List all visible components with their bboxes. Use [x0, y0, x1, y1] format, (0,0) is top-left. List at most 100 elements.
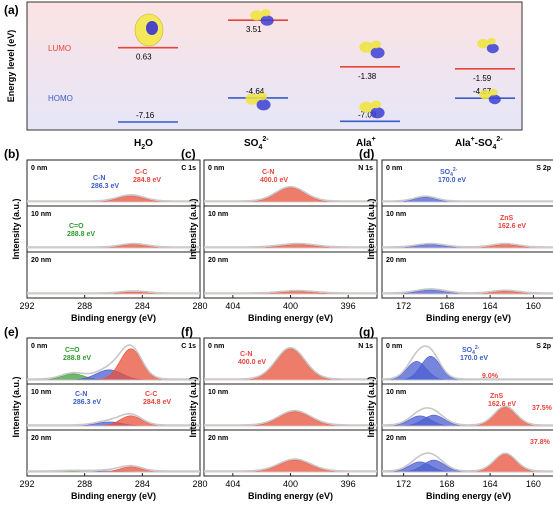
envelope-curve — [27, 242, 200, 248]
peak-annotation-energy: 284.8 eV — [133, 177, 161, 184]
annotation-text: 37.8% — [530, 439, 551, 446]
envelope-curve — [204, 458, 377, 472]
panel-label: (g) — [359, 325, 374, 339]
core-level-label: C 1s — [181, 165, 196, 172]
peak-annotation: C-N — [75, 391, 87, 398]
peak-annotation: 9.0% — [482, 373, 499, 380]
annotation-text: C-N — [262, 169, 274, 176]
so4-homo-orbital-lobe-yellow — [245, 93, 260, 105]
depth-label: 20 nm — [208, 257, 228, 264]
annotation-text: C=O — [65, 347, 80, 354]
label-superscript: + — [372, 136, 376, 143]
energy-value-label: -7.09 — [358, 110, 377, 119]
envelope-curve — [382, 195, 553, 202]
x-tick-label: 284 — [135, 301, 150, 311]
peak-annotation: C-N — [240, 351, 252, 358]
peak-annotation-energy: 162.6 eV — [488, 401, 516, 408]
ala-homo-orbital-lobe-yellow — [371, 100, 382, 109]
annotation-text: C-N — [93, 175, 105, 182]
panel-label: (a) — [4, 3, 19, 17]
envelope-curve — [204, 242, 377, 248]
x-axis-label: Binding energy (eV) — [71, 491, 156, 501]
peak-annotation: SO42- — [462, 345, 480, 356]
depth-label: 10 nm — [386, 211, 406, 218]
envelope-curve — [27, 290, 200, 294]
ala-lumo-orbital-lobe-yellow — [371, 40, 382, 49]
peak-annotation: ZnS — [490, 393, 504, 400]
panel-label: (b) — [4, 147, 19, 161]
peak-annotation-energy: 288.8 eV — [67, 231, 95, 238]
x-tick-label: 160 — [526, 301, 541, 311]
peak-annotation-energy: 170.0 eV — [438, 177, 466, 184]
envelope-curve — [204, 409, 377, 426]
annotation-text: C-C — [145, 391, 157, 398]
peak-annotation: SO42- — [440, 167, 458, 178]
x-tick-label: 172 — [396, 479, 411, 489]
peak-annotation: C-C — [135, 169, 147, 176]
h2o-lumo-core — [146, 21, 158, 35]
peak-annotation-energy: 162.6 eV — [498, 223, 526, 230]
panel-label: (f) — [181, 325, 193, 339]
x-tick-label: 292 — [19, 301, 34, 311]
envelope-curve — [27, 344, 200, 380]
so4-lumo-orbital-lobe-yellow — [250, 10, 264, 21]
depth-label: 10 nm — [31, 211, 51, 218]
x-axis-label: Binding energy (eV) — [426, 491, 511, 501]
envelope-curve — [27, 464, 200, 472]
annotation-superscript: 2- — [453, 167, 458, 173]
x-axis-label: Binding energy (eV) — [248, 313, 333, 323]
alaso4-homo-orbital-lobe-yellow — [479, 89, 492, 100]
core-level-label: N 1s — [358, 343, 373, 350]
envelope-curve — [204, 346, 377, 380]
envelope-curve — [27, 412, 200, 426]
annotation-text: ZnS — [500, 215, 514, 222]
label-superscript: 2- — [496, 136, 503, 143]
core-level-label: N 1s — [358, 165, 373, 172]
xps-panel-f: (f) Intensity (a.u.) 0 nm 10 nm 20 nm N 1s C-N… — [181, 325, 378, 501]
peak-annotation: C=O — [65, 347, 80, 354]
annotation-text: SO — [440, 169, 451, 176]
annotation-text: C=O — [69, 223, 84, 230]
energy-value-label: -1.38 — [358, 72, 377, 81]
x-tick-label: 172 — [396, 301, 411, 311]
peak-annotation: C-C — [145, 391, 157, 398]
category-label: SO42- — [244, 136, 269, 151]
depth-label: 0 nm — [208, 343, 224, 350]
alaso4-lumo-orbital-lobe-blue — [486, 43, 499, 54]
depth-label: 10 nm — [208, 389, 228, 396]
x-tick-label: 400 — [283, 301, 298, 311]
alaso4-homo-orbital-lobe-blue — [488, 94, 501, 105]
x-axis-label: Binding energy (eV) — [248, 491, 333, 501]
annotation-subscript: 4 — [450, 172, 453, 178]
y-axis-label: Intensity (a.u.) — [188, 198, 198, 259]
peak-annotation: C-N — [262, 169, 274, 176]
label-text: -SO — [475, 138, 493, 149]
alaso4-homo-orbital-lobe-yellow — [489, 88, 498, 96]
x-axis-label: Binding energy (eV) — [71, 313, 156, 323]
label-text: Ala — [455, 138, 471, 149]
energy-value-label: -7.16 — [136, 111, 155, 120]
annotation-text: 37.5% — [532, 405, 553, 412]
peak-annotation: C=O — [69, 223, 84, 230]
category-label: H2O — [134, 138, 153, 151]
x-tick-label: 168 — [439, 479, 454, 489]
depth-label: 0 nm — [208, 165, 224, 172]
x-tick-label: 168 — [439, 301, 454, 311]
annotation-text: C-N — [75, 391, 87, 398]
x-tick-label: 404 — [225, 301, 240, 311]
x-tick-label: 164 — [483, 479, 498, 489]
y-axis-label: Energy level (eV) — [6, 30, 16, 103]
label-text: SO — [244, 138, 259, 149]
depth-label: 10 nm — [386, 389, 406, 396]
y-axis-label: Intensity (a.u.) — [11, 376, 21, 437]
x-tick-label: 164 — [483, 301, 498, 311]
label-subscript: 2 — [141, 144, 145, 151]
ala-lumo-orbital-lobe-yellow — [359, 41, 374, 53]
alaso4-lumo-orbital-lobe-yellow — [487, 37, 496, 45]
envelope-curve — [204, 289, 377, 294]
depth-row-frame — [26, 205, 201, 253]
envelope-curve — [381, 345, 553, 380]
x-tick-label: 280 — [192, 301, 207, 311]
